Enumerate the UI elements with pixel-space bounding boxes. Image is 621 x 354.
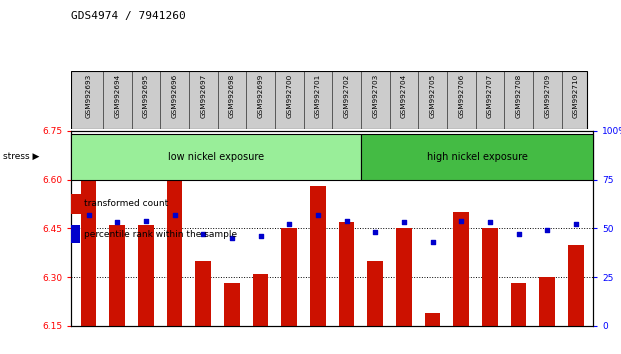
Point xyxy=(84,212,94,218)
Bar xyxy=(510,284,527,326)
Text: GSM992700: GSM992700 xyxy=(286,74,292,118)
Text: GSM992699: GSM992699 xyxy=(258,74,263,118)
Point xyxy=(198,232,208,237)
Text: GSM992696: GSM992696 xyxy=(171,74,178,118)
Point xyxy=(370,229,380,235)
Point xyxy=(456,218,466,223)
Bar xyxy=(71,133,361,180)
Bar xyxy=(425,313,440,326)
Point xyxy=(399,220,409,225)
Point xyxy=(542,228,552,233)
Point xyxy=(485,220,495,225)
Bar xyxy=(396,228,412,326)
Text: GSM992704: GSM992704 xyxy=(401,74,407,118)
Bar xyxy=(368,261,383,326)
Bar xyxy=(166,176,183,326)
Bar xyxy=(361,133,593,180)
Text: GSM992701: GSM992701 xyxy=(315,74,321,118)
Bar xyxy=(310,186,326,326)
Bar xyxy=(253,274,268,326)
Text: GSM992693: GSM992693 xyxy=(86,74,92,118)
Point xyxy=(141,218,151,223)
Bar xyxy=(539,277,555,326)
Text: GSM992708: GSM992708 xyxy=(515,74,522,118)
Text: percentile rank within the sample: percentile rank within the sample xyxy=(84,230,238,239)
Point xyxy=(571,222,581,227)
Point xyxy=(112,220,122,225)
Text: GSM992709: GSM992709 xyxy=(544,74,550,118)
Point xyxy=(227,235,237,241)
Bar xyxy=(71,194,81,214)
Bar xyxy=(138,225,154,326)
Bar xyxy=(71,225,79,243)
Point xyxy=(284,222,294,227)
Text: GSM992694: GSM992694 xyxy=(114,74,120,118)
Text: GSM992695: GSM992695 xyxy=(143,74,149,118)
Point xyxy=(428,239,438,245)
Bar xyxy=(224,284,240,326)
Text: GSM992710: GSM992710 xyxy=(573,74,579,118)
Text: transformed count: transformed count xyxy=(84,199,169,208)
Point xyxy=(342,218,351,223)
Point xyxy=(313,212,323,218)
Bar xyxy=(453,212,469,326)
Point xyxy=(170,212,179,218)
Text: GSM992703: GSM992703 xyxy=(372,74,378,118)
Text: GSM992705: GSM992705 xyxy=(430,74,435,118)
Bar xyxy=(281,228,297,326)
Text: GSM992702: GSM992702 xyxy=(343,74,350,118)
Text: GSM992697: GSM992697 xyxy=(200,74,206,118)
Point xyxy=(514,232,524,237)
Bar xyxy=(196,261,211,326)
Text: GSM992698: GSM992698 xyxy=(229,74,235,118)
Text: high nickel exposure: high nickel exposure xyxy=(427,152,528,162)
Bar xyxy=(81,170,96,326)
Text: GDS4974 / 7941260: GDS4974 / 7941260 xyxy=(71,11,186,21)
Text: low nickel exposure: low nickel exposure xyxy=(168,152,265,162)
Text: GSM992706: GSM992706 xyxy=(458,74,465,118)
Bar xyxy=(109,225,125,326)
Bar xyxy=(482,228,498,326)
Bar xyxy=(338,222,355,326)
Point xyxy=(256,233,266,239)
Text: stress ▶: stress ▶ xyxy=(3,152,40,161)
Bar xyxy=(568,245,584,326)
Text: GSM992707: GSM992707 xyxy=(487,74,493,118)
